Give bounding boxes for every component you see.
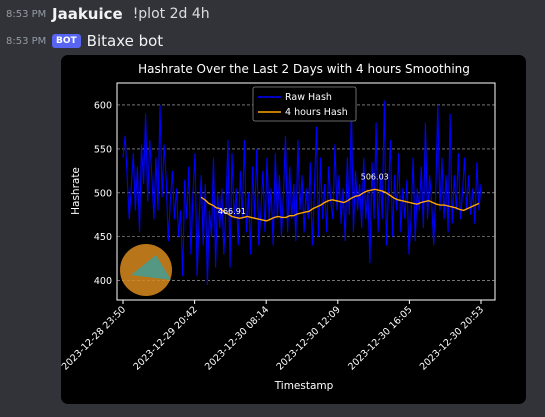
x-axis-ticks: 2023-12-28 23:50 2023-12-29 20:42 2023-12-… (61, 300, 486, 373)
message-author[interactable]: Bitaxe bot (86, 32, 164, 50)
x-tick-label: 2023-12-30 12:09 (275, 304, 343, 372)
plot-area (116, 82, 496, 301)
message-author[interactable]: Jaakuice (52, 5, 123, 23)
y-tick-label: 600 (94, 100, 112, 111)
bot-badge: BOT (52, 34, 81, 48)
x-tick-label: 2023-12-28 23:50 (61, 304, 128, 372)
annotation-label: 506.03 (361, 173, 389, 182)
hashrate-chart: Hashrate Over the Last 2 Days with 4 hou… (61, 62, 496, 392)
y-tick-label: 400 (94, 276, 112, 287)
legend-raw-label: Raw Hash (285, 92, 332, 103)
legend-smooth-label: 4 hours Hash (285, 107, 348, 118)
x-tick-label: 2023-12-29 20:42 (131, 304, 199, 372)
x-tick-label: 2023-12-30 16:05 (346, 304, 414, 372)
image-attachment[interactable]: Hashrate Over the Last 2 Days with 4 hou… (61, 55, 526, 404)
annotation-label: 466.91 (218, 207, 246, 216)
y-tick-label: 550 (94, 144, 112, 155)
message-timestamp: 8:53 PM (6, 35, 47, 47)
x-tick-label: 2023-12-30 08:14 (203, 304, 271, 372)
grid-lines (117, 104, 495, 281)
message-content: !plot 2d 4h (132, 6, 210, 22)
message-row-bot: 8:53 PM BOT Bitaxe bot (0, 32, 163, 50)
message-row-user: 8:53 PM Jaakuice !plot 2d 4h (0, 5, 210, 23)
bitaxe-logo-watermark (120, 244, 172, 296)
chart-legend: Raw Hash 4 hours Hash (252, 86, 357, 122)
raw-hash-series-line (122, 100, 482, 286)
y-tick-label: 450 (94, 232, 112, 243)
y-tick-label: 500 (94, 188, 112, 199)
x-tick-label: 2023-12-30 20:53 (418, 304, 486, 372)
message-timestamp: 8:53 PM (6, 8, 47, 20)
y-axis-label: Hashrate (70, 167, 82, 215)
chart-title: Hashrate Over the Last 2 Days with 4 hou… (138, 62, 470, 76)
smoothed-hash-series-line (200, 188, 480, 222)
x-axis-label: Timestamp (274, 380, 334, 392)
chart-annotations: 466.91 506.03 (218, 173, 389, 216)
y-axis-ticks: 400 450 500 550 600 (94, 100, 112, 287)
